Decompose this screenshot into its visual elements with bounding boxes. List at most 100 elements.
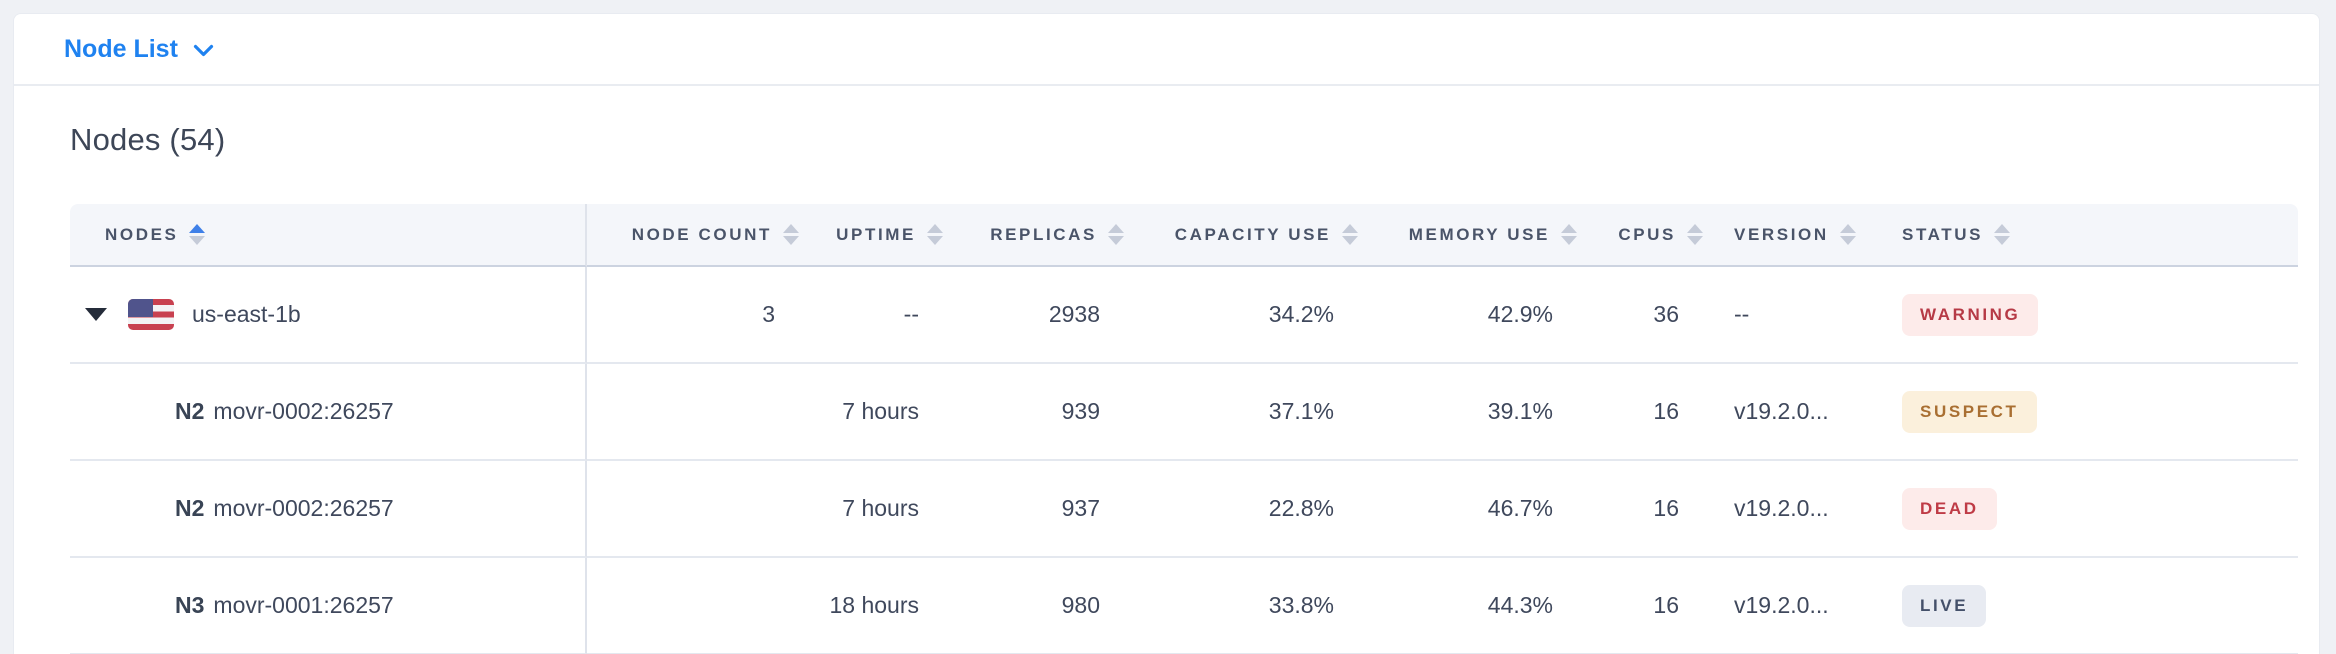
sort-icon[interactable] — [1342, 224, 1358, 245]
sort-desc-arrow-icon — [783, 236, 799, 245]
cell-replicas: 939 — [943, 364, 1124, 461]
column-header-status[interactable]: STATUS — [1880, 204, 2298, 267]
cell-capacity_use: 22.8% — [1124, 461, 1358, 558]
cell-node_count — [587, 461, 799, 558]
status-badge: WARNING — [1902, 293, 2039, 336]
sort-desc-arrow-icon — [1994, 236, 2011, 245]
cell-nodes: N2 movr-0002:26257 — [70, 364, 587, 461]
node-list-card: Node List Nodes (54) NODES NODE COUNT UPTI… — [13, 13, 2320, 654]
cell-replicas: 980 — [943, 558, 1124, 654]
sort-asc-arrow-icon — [1994, 224, 2011, 233]
cell-replicas: 2938 — [943, 267, 1124, 364]
column-label-replicas: REPLICAS — [990, 224, 1097, 244]
column-header-memory_use[interactable]: MEMORY USE — [1358, 204, 1577, 267]
column-label-status: STATUS — [1902, 224, 1984, 244]
cell-replicas: 937 — [943, 461, 1124, 558]
column-header-version[interactable]: VERSION — [1703, 204, 1880, 267]
main-content: Nodes (54) NODES NODE COUNT UPTIME REPLICAS… — [14, 122, 2319, 654]
sort-asc-arrow-icon — [1561, 224, 1577, 233]
sort-icon[interactable] — [1561, 224, 1577, 245]
node-address: movr-0002:26257 — [213, 398, 394, 424]
sort-desc-arrow-icon — [189, 236, 206, 245]
table-header-row: NODES NODE COUNT UPTIME REPLICAS CAPACITY US… — [70, 204, 2298, 267]
nodes-table: NODES NODE COUNT UPTIME REPLICAS CAPACITY US… — [70, 204, 2298, 654]
column-label-uptime: UPTIME — [836, 224, 916, 244]
sort-desc-arrow-icon — [1108, 236, 1124, 245]
view-selector-bar: Node List — [14, 14, 2319, 86]
column-header-cpus[interactable]: CPUS — [1577, 204, 1703, 267]
column-label-capacity_use: CAPACITY USE — [1174, 224, 1331, 244]
collapse-caret-icon[interactable] — [85, 308, 107, 321]
column-header-uptime[interactable]: UPTIME — [799, 204, 943, 267]
status-badge: SUSPECT — [1902, 390, 2037, 433]
node-id: N2 — [175, 495, 205, 521]
cell-cpus: 36 — [1577, 267, 1703, 364]
sort-icon[interactable] — [783, 224, 799, 245]
chevron-down-icon — [193, 44, 214, 57]
sort-asc-arrow-icon — [1342, 224, 1358, 233]
sort-asc-arrow-icon — [1687, 224, 1703, 233]
cell-cpus: 16 — [1577, 558, 1703, 654]
cell-cpus: 16 — [1577, 461, 1703, 558]
cell-nodes: us-east-1b — [70, 267, 587, 364]
cell-uptime: 18 hours — [799, 558, 943, 654]
cell-uptime: 7 hours — [799, 364, 943, 461]
node-address: movr-0002:26257 — [213, 495, 394, 521]
view-selector-label: Node List — [64, 34, 178, 63]
cell-cpus: 16 — [1577, 364, 1703, 461]
us-flag-icon — [128, 299, 174, 330]
view-selector-dropdown[interactable]: Node List — [64, 35, 214, 64]
table-row-node[interactable]: N3 movr-0001:26257 18 hours 980 33.8% 44.3% 16… — [70, 558, 2298, 654]
sort-desc-arrow-icon — [1342, 236, 1358, 245]
cell-capacity_use: 34.2% — [1124, 267, 1358, 364]
table-row-node[interactable]: N2 movr-0002:26257 7 hours 937 22.8% 46.7% 16 v… — [70, 461, 2298, 558]
sort-icon[interactable] — [1108, 224, 1124, 245]
cell-version: -- — [1703, 267, 1880, 364]
sort-asc-arrow-icon — [189, 224, 206, 233]
column-header-nodes[interactable]: NODES — [70, 204, 587, 267]
node-address: movr-0001:26257 — [213, 592, 394, 618]
sort-asc-arrow-icon — [1839, 224, 1856, 233]
status-badge: LIVE — [1902, 584, 1987, 627]
column-label-memory_use: MEMORY USE — [1408, 224, 1550, 244]
cell-nodes: N3 movr-0001:26257 — [70, 558, 587, 654]
sort-icon[interactable] — [1994, 224, 2011, 245]
cell-uptime: -- — [799, 267, 943, 364]
column-header-replicas[interactable]: REPLICAS — [943, 204, 1124, 267]
column-header-capacity_use[interactable]: CAPACITY USE — [1124, 204, 1358, 267]
sort-desc-arrow-icon — [1839, 236, 1856, 245]
column-label-node_count: NODE COUNT — [631, 224, 772, 244]
sort-asc-arrow-icon — [1108, 224, 1124, 233]
sort-asc-arrow-icon — [927, 224, 943, 233]
cell-memory_use: 46.7% — [1358, 461, 1577, 558]
cell-node_count: 3 — [587, 267, 799, 364]
sort-icon[interactable] — [1839, 224, 1856, 245]
node-id: N2 — [175, 398, 205, 424]
cell-memory_use: 39.1% — [1358, 364, 1577, 461]
sort-asc-arrow-icon — [783, 224, 799, 233]
cell-capacity_use: 37.1% — [1124, 364, 1358, 461]
cell-version: v19.2.0... — [1703, 461, 1880, 558]
sort-icon[interactable] — [189, 224, 206, 245]
node-id: N3 — [175, 592, 205, 618]
cell-version: v19.2.0... — [1703, 364, 1880, 461]
sort-desc-arrow-icon — [1561, 236, 1577, 245]
cell-node_count — [587, 558, 799, 654]
table-row-node[interactable]: N2 movr-0002:26257 7 hours 939 37.1% 39.1% 16 v… — [70, 364, 2298, 461]
sort-desc-arrow-icon — [927, 236, 943, 245]
cell-memory_use: 44.3% — [1358, 558, 1577, 654]
column-header-node_count[interactable]: NODE COUNT — [587, 204, 799, 267]
cell-nodes: N2 movr-0002:26257 — [70, 461, 587, 558]
column-label-version: VERSION — [1734, 224, 1829, 244]
column-label-nodes: NODES — [105, 224, 179, 244]
column-label-cpus: CPUS — [1618, 224, 1676, 244]
sort-icon[interactable] — [1687, 224, 1703, 245]
cell-capacity_use: 33.8% — [1124, 558, 1358, 654]
chevron-down-path — [193, 44, 214, 57]
table-row-region[interactable]: us-east-1b 3 -- 2938 34.2% 42.9% 36 -- WARNING — [70, 267, 2298, 364]
sort-desc-arrow-icon — [1687, 236, 1703, 245]
cell-status: WARNING — [1880, 267, 2298, 364]
sort-icon[interactable] — [927, 224, 943, 245]
cell-status: DEAD — [1880, 461, 2298, 558]
cell-status: SUSPECT — [1880, 364, 2298, 461]
